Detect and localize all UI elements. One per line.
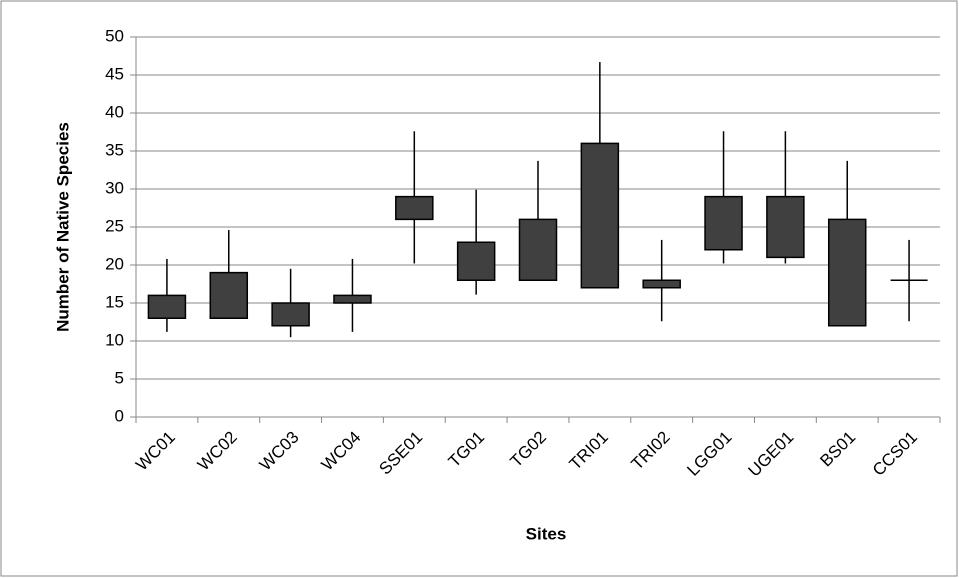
box xyxy=(271,302,310,327)
box xyxy=(580,142,620,289)
y-tick-label: 15 xyxy=(105,292,124,311)
y-tick-label: 50 xyxy=(105,26,124,45)
box xyxy=(456,241,496,281)
box xyxy=(209,271,249,319)
box xyxy=(642,279,681,289)
box xyxy=(333,294,372,304)
box xyxy=(147,294,187,319)
box xyxy=(395,195,434,221)
y-tick-label: 20 xyxy=(105,254,124,273)
y-tick-label: 0 xyxy=(115,406,124,425)
y-tick-label: 5 xyxy=(115,368,124,387)
box xyxy=(518,218,558,281)
box xyxy=(704,195,743,251)
y-tick-label: 30 xyxy=(105,178,124,197)
box xyxy=(766,195,805,259)
y-tick-label: 10 xyxy=(105,330,124,349)
y-tick-label: 45 xyxy=(105,64,124,83)
y-tick-label: 35 xyxy=(105,140,124,159)
box xyxy=(827,218,867,327)
x-axis-label: Sites xyxy=(526,524,567,543)
y-tick-label: 40 xyxy=(105,102,124,121)
y-axis-label: Number of Native Species xyxy=(53,122,72,332)
y-tick-label: 25 xyxy=(105,216,124,235)
